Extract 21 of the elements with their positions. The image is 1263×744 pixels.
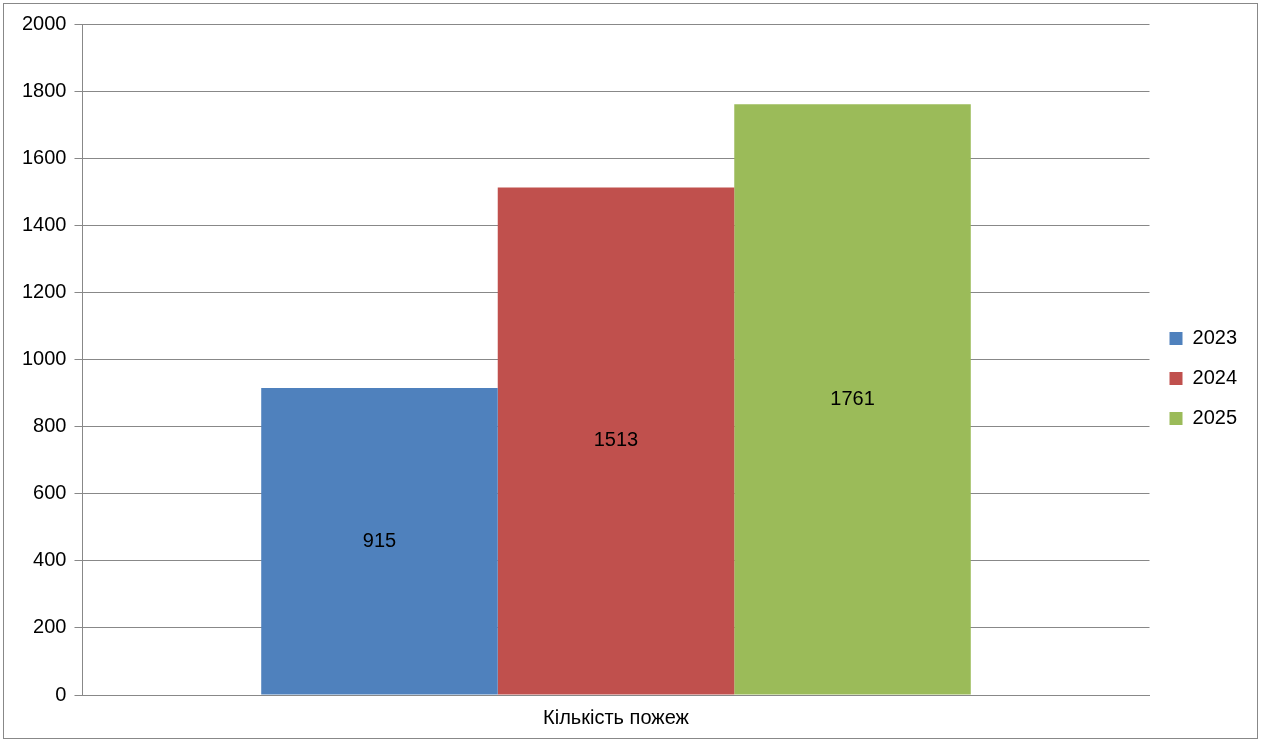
y-tick-label: 1800 — [21, 78, 67, 101]
y-tick-label: 0 — [55, 682, 67, 705]
data-label: 915 — [362, 528, 397, 551]
y-tick-label: 400 — [33, 548, 67, 571]
y-tick-label: 200 — [33, 615, 67, 638]
bar — [261, 388, 498, 695]
y-tick-label: 800 — [33, 414, 67, 437]
legend-label: 2025 — [1192, 406, 1238, 429]
data-label: 1761 — [830, 386, 875, 409]
bar — [734, 104, 971, 695]
y-tick-label: 1600 — [21, 145, 67, 168]
y-tick-label: 1200 — [21, 279, 67, 302]
y-tick-label: 2000 — [21, 11, 67, 34]
x-tick-label: Кількість пожеж — [543, 705, 690, 728]
legend-label: 2023 — [1192, 326, 1238, 349]
bar — [497, 187, 735, 695]
y-tick-label: 1000 — [21, 347, 67, 370]
y-tick-label: 1400 — [21, 212, 67, 235]
data-label: 1513 — [593, 428, 639, 451]
legend-label: 2024 — [1192, 366, 1238, 389]
y-tick-label: 600 — [33, 481, 67, 504]
